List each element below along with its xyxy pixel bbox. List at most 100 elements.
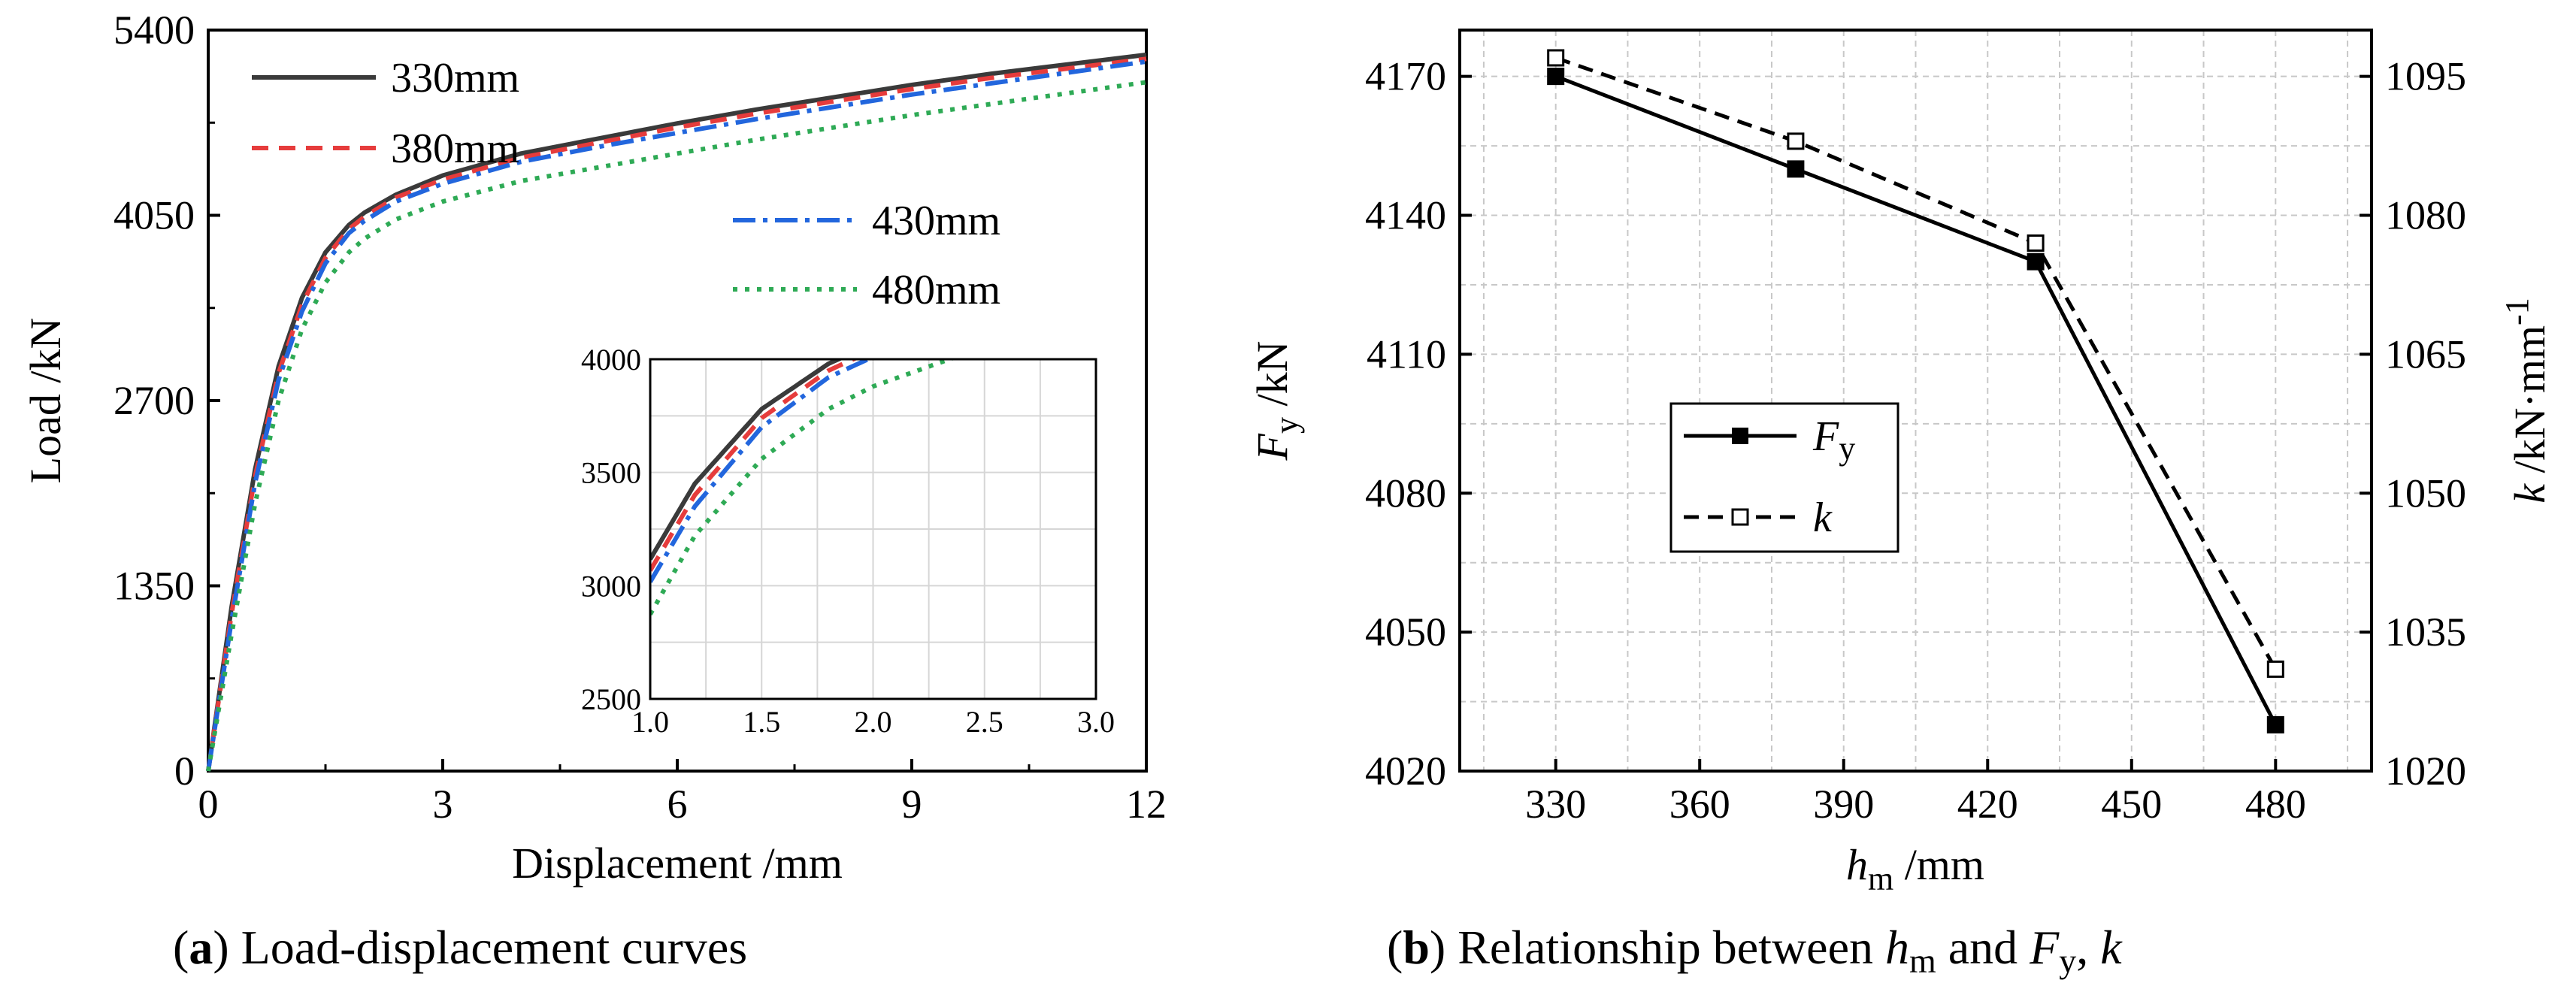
b-y-right-tick-label: 1095 — [2385, 54, 2466, 99]
y-left-var: F — [1248, 433, 1297, 461]
inset-series-group — [650, 359, 957, 615]
b-y-right-tick-label: 1020 — [2385, 749, 2466, 794]
caption-b-h: h — [1885, 921, 1909, 974]
caption-a-text: Load-displacement curves — [241, 921, 748, 974]
caption-b-mid: and — [1936, 921, 2030, 974]
caption-b: (b) Relationship between hm and Fy, k — [1387, 921, 2123, 980]
marker-Fy-480 — [2266, 715, 2284, 733]
b-x-tick-label: 330 — [1525, 782, 1586, 827]
b-x-tick-label: 450 — [2101, 782, 2162, 827]
caption-b-F: F — [2029, 921, 2060, 974]
a-y-tick-label: 4050 — [114, 193, 195, 238]
series-line-430mm — [206, 59, 1147, 772]
inset-ticks: 1.0 1.5 2.0 2.5 3.0 2500 3000 3500 4000 — [581, 343, 1115, 739]
x-unit: /mm — [1893, 840, 1984, 889]
y-right-sup: -1 — [2499, 298, 2535, 325]
inset-series-line-430mm — [650, 359, 874, 583]
b-y-right-tick-label: 1065 — [2385, 331, 2466, 377]
panel-b-y-right-title: k /kN·mm-1 — [2499, 298, 2554, 503]
panel-b-plot-frame — [1458, 29, 2373, 773]
inset-y-tick-label: 3000 — [581, 569, 641, 603]
x-var: h — [1846, 840, 1868, 889]
panel-b-grid — [1460, 30, 2372, 771]
series-line-Fy — [1554, 74, 2278, 726]
panel-b-ticks: 330 360 390 420 450 480 4020 4050 4080 4110 4140 41… — [1365, 54, 2466, 827]
panel-a-x-axis-title: Displacement /mm — [512, 839, 843, 888]
marker-k-330 — [1547, 49, 1565, 67]
legend-label-330mm: 330mm — [391, 55, 519, 101]
panel-b-legend-box — [1669, 402, 1899, 553]
a-x-tick-label: 3 — [433, 782, 453, 827]
panel-a-load-displacement: 0 3 6 9 12 0 1350 2700 4050 5400 Load /kN Displac… — [21, 8, 1167, 974]
caption-b-Fsub: y — [2059, 942, 2076, 980]
panel-b-relationship: 330 360 390 420 450 480 4020 4050 4080 4110 4140 41… — [1248, 29, 2554, 980]
marker-k-430 — [2027, 234, 2045, 252]
b-x-tick-label: 420 — [1957, 782, 2018, 827]
b-y-left-tick-label: 4140 — [1365, 193, 1446, 238]
panel-a-y-axis-title: Load /kN — [21, 318, 70, 484]
legend-fy-sub: y — [1839, 430, 1855, 467]
legend-label-k: k — [1813, 494, 1833, 541]
caption-a-label: a — [189, 921, 213, 974]
a-y-tick-label: 1350 — [114, 564, 195, 609]
legend-marker-k — [1731, 508, 1749, 526]
inset-y-tick-label: 4000 — [581, 343, 641, 377]
a-y-tick-label: 5400 — [114, 8, 195, 53]
b-y-right-tick-label: 1080 — [2385, 193, 2466, 238]
marker-Fy-380 — [1787, 160, 1805, 178]
y-right-var: k — [2505, 483, 2554, 504]
inset-x-tick-label: 2.0 — [855, 705, 892, 739]
inset-y-tick-label: 2500 — [581, 682, 641, 716]
a-x-tick-label: 6 — [667, 782, 688, 827]
inset-frame — [649, 358, 1097, 700]
y-left-unit: /kN — [1248, 341, 1297, 418]
legend-label-430mm: 430mm — [872, 198, 1000, 244]
marker-Fy-330 — [1547, 68, 1565, 86]
marker-k-480 — [2266, 660, 2284, 678]
panel-b-x-axis-title: hm /mm — [1846, 840, 1984, 897]
panel-b-legend: Fy k — [1669, 402, 1899, 553]
inset-y-tick-label: 3500 — [581, 456, 641, 490]
panel-a-series-group — [206, 52, 1147, 772]
b-y-left-tick-label: 4050 — [1365, 609, 1446, 655]
inset-x-tick-label: 1.0 — [631, 705, 669, 739]
caption-b-k: k — [2100, 921, 2123, 974]
a-x-tick-label: 9 — [902, 782, 922, 827]
panel-a-ticks: 0 3 6 9 12 0 1350 2700 4050 5400 — [114, 8, 1167, 827]
a-x-tick-label: 12 — [1126, 782, 1167, 827]
caption-b-pre: Relationship between — [1458, 921, 1885, 974]
b-y-left-tick-label: 4110 — [1367, 331, 1446, 377]
legend-fy-var: F — [1812, 413, 1839, 460]
b-y-right-tick-label: 1035 — [2385, 609, 2466, 655]
x-sub: m — [1868, 860, 1893, 897]
series-line-k — [1554, 56, 2278, 670]
legend-marker-fy — [1732, 428, 1748, 444]
b-x-tick-label: 390 — [1813, 782, 1874, 827]
y-left-sub: y — [1268, 417, 1305, 434]
caption-b-post: , — [2076, 921, 2100, 974]
a-y-tick-label: 0 — [174, 749, 195, 794]
inset-x-tick-label: 3.0 — [1077, 705, 1115, 739]
b-y-left-tick-label: 4020 — [1365, 749, 1446, 794]
panel-b-y-left-title: Fy /kN — [1248, 341, 1305, 461]
caption-a: (a) Load-displacement curves — [173, 921, 747, 974]
legend-label-480mm: 480mm — [872, 267, 1000, 313]
panel-a-inset: 1.0 1.5 2.0 2.5 3.0 2500 3000 3500 4000 — [581, 343, 1115, 739]
legend-label-380mm: 380mm — [391, 126, 519, 172]
series-line-380mm — [206, 56, 1147, 772]
b-x-tick-label: 480 — [2245, 782, 2306, 827]
series-line-480mm — [206, 80, 1147, 772]
caption-b-label: b — [1403, 921, 1430, 974]
b-y-right-tick-label: 1050 — [2385, 470, 2466, 516]
panel-a-legend: 330mm 380mm 430mm 480mm — [252, 55, 1000, 313]
b-x-tick-label: 360 — [1669, 782, 1730, 827]
caption-b-hsub: m — [1909, 942, 1936, 980]
y-right-unit: /kN·mm — [2505, 325, 2554, 484]
inset-grid — [650, 359, 1096, 699]
b-y-left-tick-label: 4170 — [1365, 54, 1446, 99]
a-y-tick-label: 2700 — [114, 378, 195, 423]
b-y-left-tick-label: 4080 — [1365, 470, 1446, 516]
marker-Fy-430 — [2027, 253, 2045, 271]
inset-series-line-330mm — [650, 359, 844, 561]
